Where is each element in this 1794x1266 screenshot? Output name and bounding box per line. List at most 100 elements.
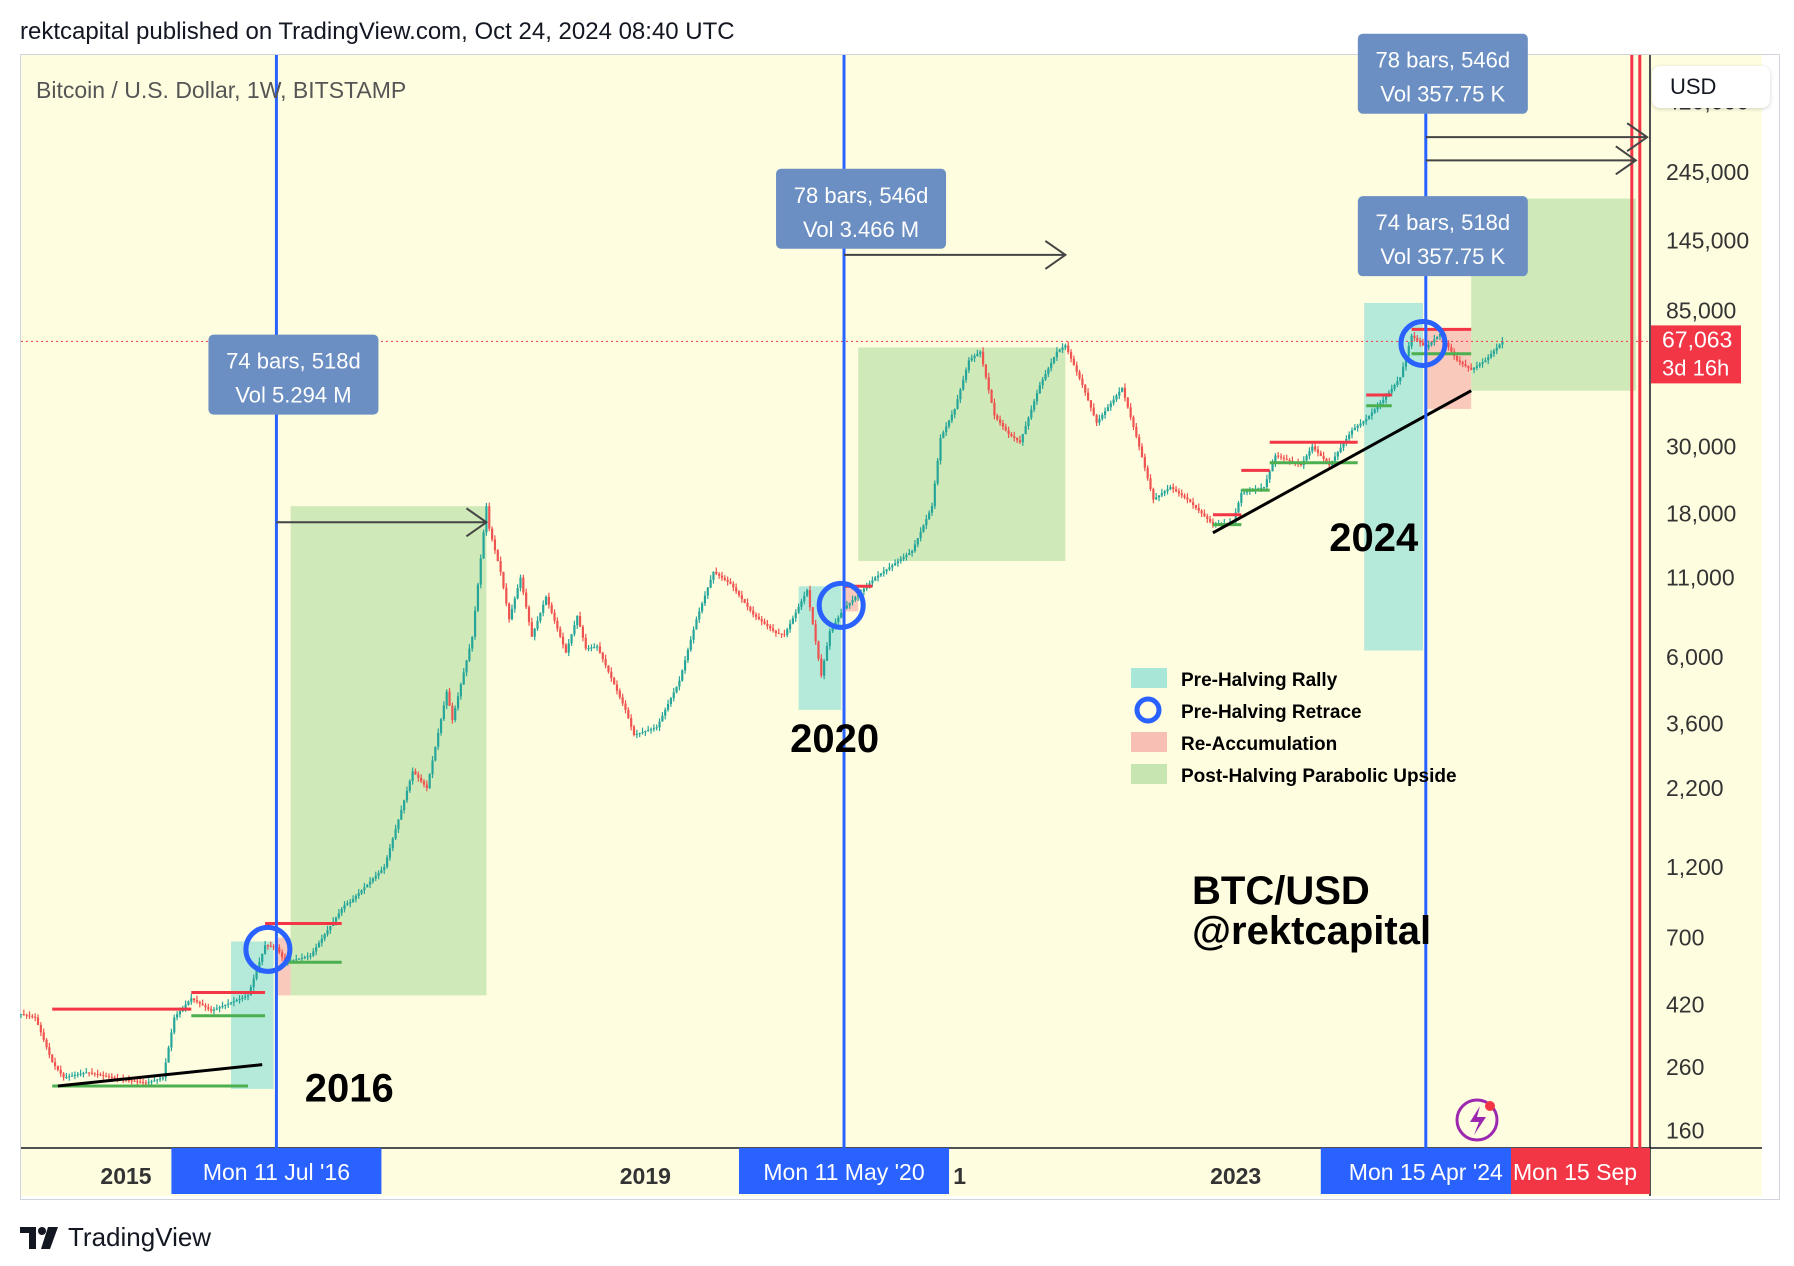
candle-body — [760, 619, 763, 622]
candle-body — [258, 962, 261, 971]
candle-body — [1129, 407, 1132, 418]
candle-body — [1055, 351, 1058, 358]
candle-body — [618, 690, 621, 698]
candle-body — [658, 721, 661, 728]
candle-body — [1353, 427, 1356, 431]
candle-body — [493, 539, 497, 551]
candle-body — [596, 646, 599, 648]
candle-body — [357, 893, 360, 897]
candle-body — [840, 612, 843, 618]
candle-body — [516, 588, 519, 599]
candle-body — [1393, 384, 1396, 389]
candle-body — [1419, 340, 1422, 343]
currency-button[interactable]: USD — [1652, 66, 1770, 108]
candle-body — [1089, 400, 1093, 408]
candle-body — [1501, 341, 1504, 345]
candle-body — [1438, 333, 1442, 337]
candle-body — [666, 704, 670, 710]
y-tick-label: 700 — [1666, 925, 1704, 951]
candle-body — [967, 360, 970, 371]
measure-arrow-head — [465, 507, 489, 538]
candle-body — [1305, 455, 1308, 461]
candle-body — [794, 612, 797, 619]
candle-body — [621, 697, 624, 704]
candle-body — [1433, 339, 1436, 343]
y-tick-label: 160 — [1666, 1118, 1704, 1144]
candle-body — [695, 619, 698, 630]
y-tick-label: 30,000 — [1666, 434, 1736, 460]
candle-body — [204, 1005, 207, 1008]
candle-body — [88, 1072, 91, 1074]
snapshot-icon[interactable] — [1455, 1098, 1499, 1142]
candle-body — [718, 573, 721, 576]
candle-body — [851, 599, 854, 603]
candle-body — [158, 1078, 162, 1080]
candle-body — [1155, 497, 1158, 500]
cycle-label: 2020 — [790, 717, 879, 761]
legend-label: Re-Accumulation — [1181, 734, 1337, 755]
candle-body — [1112, 399, 1115, 404]
candle-body — [1333, 456, 1337, 461]
candle-body — [814, 624, 817, 642]
candle-body — [632, 726, 636, 736]
y-tick-label: 3,600 — [1666, 711, 1724, 737]
candle-body — [533, 628, 536, 637]
annotation-symbol: BTC/USD — [1192, 869, 1370, 913]
candle-body — [73, 1074, 77, 1076]
candle-body — [1098, 418, 1101, 423]
candle-body — [661, 715, 664, 722]
candle-body — [1495, 347, 1498, 351]
candle-body — [1450, 347, 1453, 352]
candle-body — [295, 959, 298, 961]
candle-body — [1470, 367, 1473, 370]
footer-logo[interactable]: TradingView — [20, 1222, 211, 1253]
candle-body — [715, 571, 718, 574]
candle-body — [1285, 458, 1288, 460]
candle-body — [244, 996, 247, 998]
candle-body — [928, 512, 931, 519]
candle-body — [442, 705, 445, 720]
candle-body — [215, 1008, 218, 1010]
candle-body — [499, 561, 502, 572]
candle-body — [1001, 423, 1005, 427]
candle-body — [1279, 456, 1283, 458]
candle-body — [1024, 425, 1027, 435]
candle-body — [791, 618, 795, 624]
candle-body — [36, 1017, 40, 1025]
candle-body — [150, 1081, 153, 1083]
candle-body — [232, 1001, 235, 1003]
candle-body — [1299, 464, 1303, 466]
candle-body — [1458, 360, 1461, 363]
candle-body — [752, 610, 755, 615]
candle-body — [803, 595, 806, 602]
candle-body — [757, 616, 760, 620]
candle-body — [363, 887, 366, 891]
y-tick-label: 260 — [1666, 1054, 1704, 1080]
candle-body — [936, 460, 939, 484]
candle-body — [970, 358, 973, 361]
candle-body — [698, 611, 701, 620]
candle-body — [987, 377, 990, 391]
candle-body — [1274, 455, 1277, 464]
candle-body — [130, 1080, 133, 1082]
end-date-label: Mon 15 Sep — [1513, 1159, 1637, 1185]
candle-body — [1149, 478, 1152, 489]
candle-body — [587, 647, 590, 649]
candle-body — [34, 1016, 37, 1018]
candle-body — [655, 727, 658, 729]
candle-body — [806, 590, 809, 596]
candle-body — [278, 947, 281, 953]
candle-body — [601, 652, 604, 660]
candle-body — [229, 1002, 233, 1004]
candle-body — [1163, 491, 1166, 494]
candle-body — [735, 587, 738, 592]
candle-body — [564, 644, 567, 653]
measure-box-bg — [776, 168, 947, 249]
candle-body — [471, 636, 474, 649]
candle-body — [1064, 345, 1067, 348]
annotation-author: @rektcapital — [1192, 909, 1431, 953]
candle-body — [59, 1069, 62, 1074]
candle-body — [885, 569, 888, 572]
candle-body — [39, 1024, 42, 1033]
